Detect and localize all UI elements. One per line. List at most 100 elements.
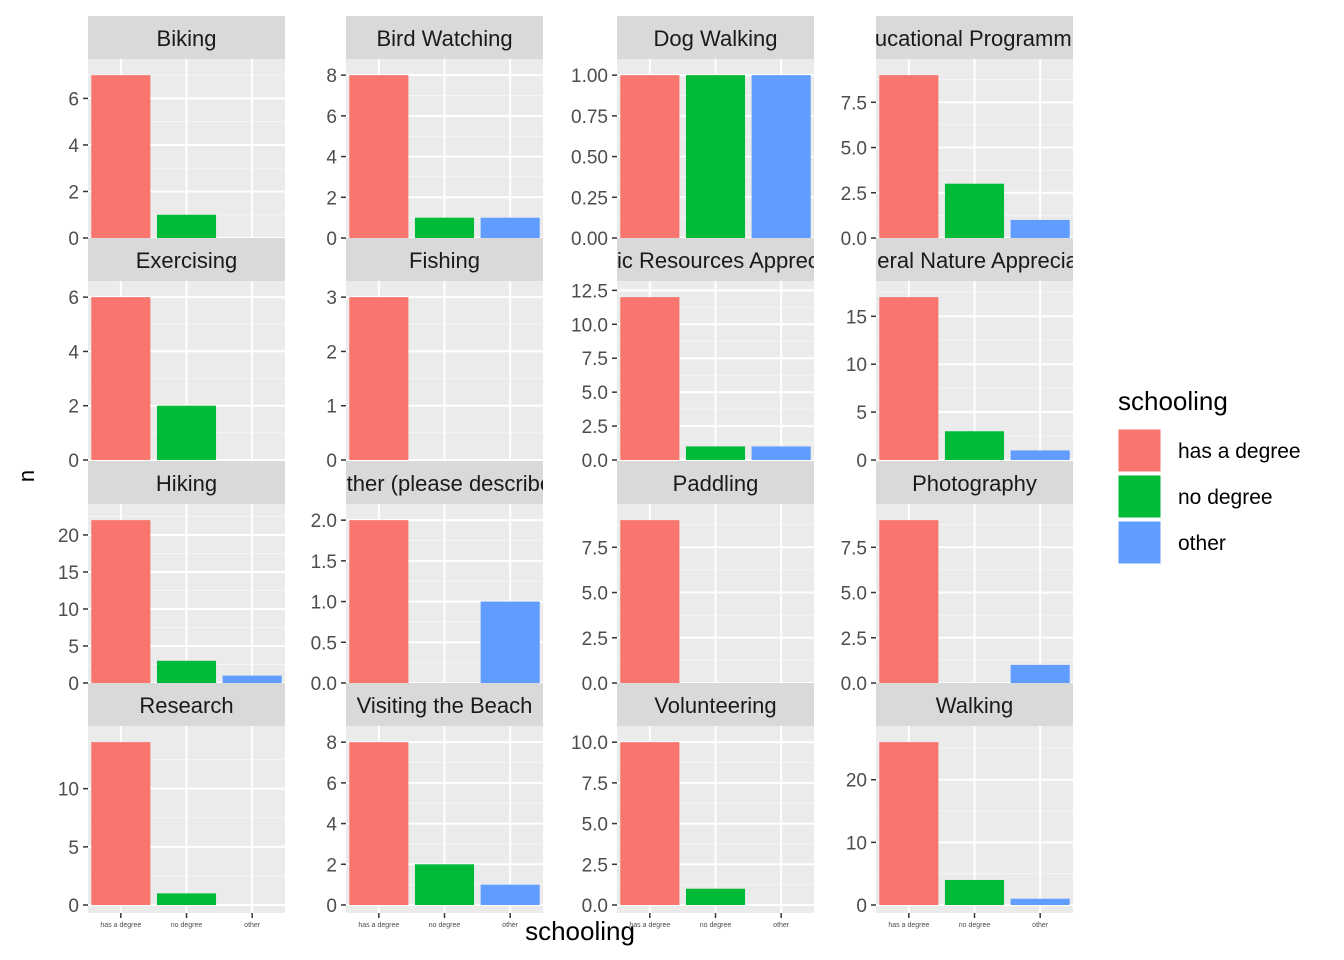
y-tick-label: 0.25 bbox=[571, 188, 608, 209]
y-tick-label: 2.5 bbox=[582, 417, 608, 438]
y-tick-label: 20 bbox=[846, 771, 867, 792]
facet-title: Other (please describe) bbox=[330, 471, 560, 496]
facet-panel: Hiking 0 5 10 15 20 bbox=[58, 461, 285, 696]
y-tick-label: 0 bbox=[856, 896, 867, 917]
facet-title: Exercising bbox=[136, 248, 237, 273]
bar bbox=[879, 742, 939, 905]
legend-label: other bbox=[1178, 532, 1226, 555]
bar bbox=[944, 183, 1005, 238]
bar bbox=[91, 297, 151, 460]
y-tick-label: 2.5 bbox=[841, 629, 867, 650]
bar bbox=[944, 879, 1005, 905]
y-tick-label: 8 bbox=[326, 66, 337, 87]
y-axis-title: n bbox=[14, 470, 39, 482]
bar bbox=[1010, 664, 1070, 683]
y-tick-label: 7.5 bbox=[582, 538, 608, 559]
y-tick-label: 1 bbox=[326, 397, 337, 418]
facet-strip bbox=[617, 683, 814, 726]
bar bbox=[480, 884, 540, 905]
y-tick-label: 0.0 bbox=[841, 674, 867, 695]
x-tick-label: no degree bbox=[171, 922, 203, 929]
y-tick-label: 0.0 bbox=[582, 451, 608, 472]
facet-strip bbox=[876, 461, 1073, 504]
facet-title: Bird Watching bbox=[376, 26, 512, 51]
facet-panel: Fishing 0 1 2 3 bbox=[326, 238, 543, 473]
y-tick-label: 2.5 bbox=[841, 184, 867, 205]
y-tick-label: 7.5 bbox=[841, 93, 867, 114]
y-tick-label: 5.0 bbox=[582, 815, 608, 836]
legend-label: has a degree bbox=[1178, 440, 1301, 463]
x-tick-label: has a degree bbox=[358, 922, 399, 929]
facet-strip bbox=[876, 16, 1073, 59]
y-tick-label: 3 bbox=[326, 288, 337, 309]
bar bbox=[620, 520, 680, 683]
bar bbox=[480, 217, 540, 238]
facet-title: Photography bbox=[912, 471, 1037, 496]
y-tick-label: 2.0 bbox=[311, 511, 337, 532]
y-tick-label: 12.5 bbox=[571, 281, 608, 302]
y-tick-label: 10 bbox=[58, 600, 79, 621]
facet-title: Hiking bbox=[156, 471, 217, 496]
y-tick-label: 4 bbox=[68, 342, 79, 363]
y-tick-label: 10 bbox=[846, 833, 867, 854]
legend-title: schooling bbox=[1118, 386, 1228, 416]
y-tick-label: 6 bbox=[326, 107, 337, 128]
facet-panel: Paddling 0.0 2.5 5.0 7.5 bbox=[582, 461, 814, 696]
facet-panel: General Nature Appreciation 0 5 10 15 bbox=[836, 238, 1114, 473]
bar bbox=[156, 893, 217, 905]
y-tick-label: 5.0 bbox=[582, 383, 608, 404]
facet-panel: Dog Walking 0.00 0.25 0.50 0.75 1.00 bbox=[571, 16, 814, 251]
facet-panel: Biking 0 2 4 6 bbox=[68, 16, 285, 251]
facet-panels: Biking 0 2 4 6 Bird Watching 0 2 4 6 8 Dog Walking 0… bbox=[58, 16, 1114, 929]
facet-title: Paddling bbox=[673, 471, 759, 496]
facet-strip bbox=[617, 16, 814, 59]
facet-strip bbox=[617, 238, 814, 281]
y-tick-label: 0 bbox=[68, 229, 79, 250]
y-tick-label: 0 bbox=[326, 451, 337, 472]
facet-panel: Volunteering 0.0 2.5 5.0 7.5 10.0 has a degree… bbox=[571, 683, 814, 929]
y-tick-label: 0 bbox=[856, 451, 867, 472]
facet-title: Historic Resources Appreciation bbox=[560, 248, 872, 273]
y-tick-label: 6 bbox=[68, 89, 79, 110]
y-tick-label: 2.5 bbox=[582, 629, 608, 650]
facet-title: Biking bbox=[157, 26, 217, 51]
bar bbox=[879, 520, 939, 683]
x-tick-label: other bbox=[773, 922, 790, 929]
y-tick-label: 15 bbox=[58, 563, 79, 584]
y-tick-label: 0 bbox=[326, 229, 337, 250]
y-tick-label: 0.0 bbox=[582, 674, 608, 695]
legend-label: no degree bbox=[1178, 486, 1273, 509]
y-tick-label: 7.5 bbox=[841, 538, 867, 559]
legend-key bbox=[1117, 428, 1162, 473]
y-tick-label: 6 bbox=[68, 288, 79, 309]
y-tick-label: 5.0 bbox=[841, 139, 867, 160]
facet-strip bbox=[876, 683, 1073, 726]
legend: schooling has a degree no degree other bbox=[1117, 386, 1301, 565]
bar bbox=[879, 75, 939, 239]
facet-strip bbox=[876, 238, 1073, 281]
facet-title: General Nature Appreciation bbox=[836, 248, 1114, 273]
bar bbox=[879, 297, 939, 460]
bar bbox=[480, 601, 540, 683]
facet-title: Research bbox=[139, 693, 233, 718]
y-tick-label: 5 bbox=[856, 403, 867, 424]
bar bbox=[91, 742, 151, 905]
y-tick-label: 2 bbox=[68, 397, 79, 418]
bar bbox=[91, 520, 151, 683]
bar bbox=[414, 217, 475, 238]
bar bbox=[620, 75, 680, 239]
facet-panel: Bird Watching 0 2 4 6 8 bbox=[326, 16, 543, 251]
y-tick-label: 1.0 bbox=[311, 593, 337, 614]
bar bbox=[1010, 450, 1070, 460]
bar bbox=[349, 297, 409, 460]
x-tick-label: no degree bbox=[429, 922, 461, 929]
bar bbox=[751, 446, 811, 460]
bar bbox=[156, 660, 217, 683]
facet-strip bbox=[346, 238, 543, 281]
facet-panel: Historic Resources Appreciation 0.0 2.5 5.0… bbox=[560, 238, 872, 473]
bar bbox=[349, 75, 409, 239]
facet-strip bbox=[88, 238, 285, 281]
facet-title: Fishing bbox=[409, 248, 480, 273]
y-tick-label: 4 bbox=[68, 136, 79, 157]
bar bbox=[414, 864, 475, 905]
